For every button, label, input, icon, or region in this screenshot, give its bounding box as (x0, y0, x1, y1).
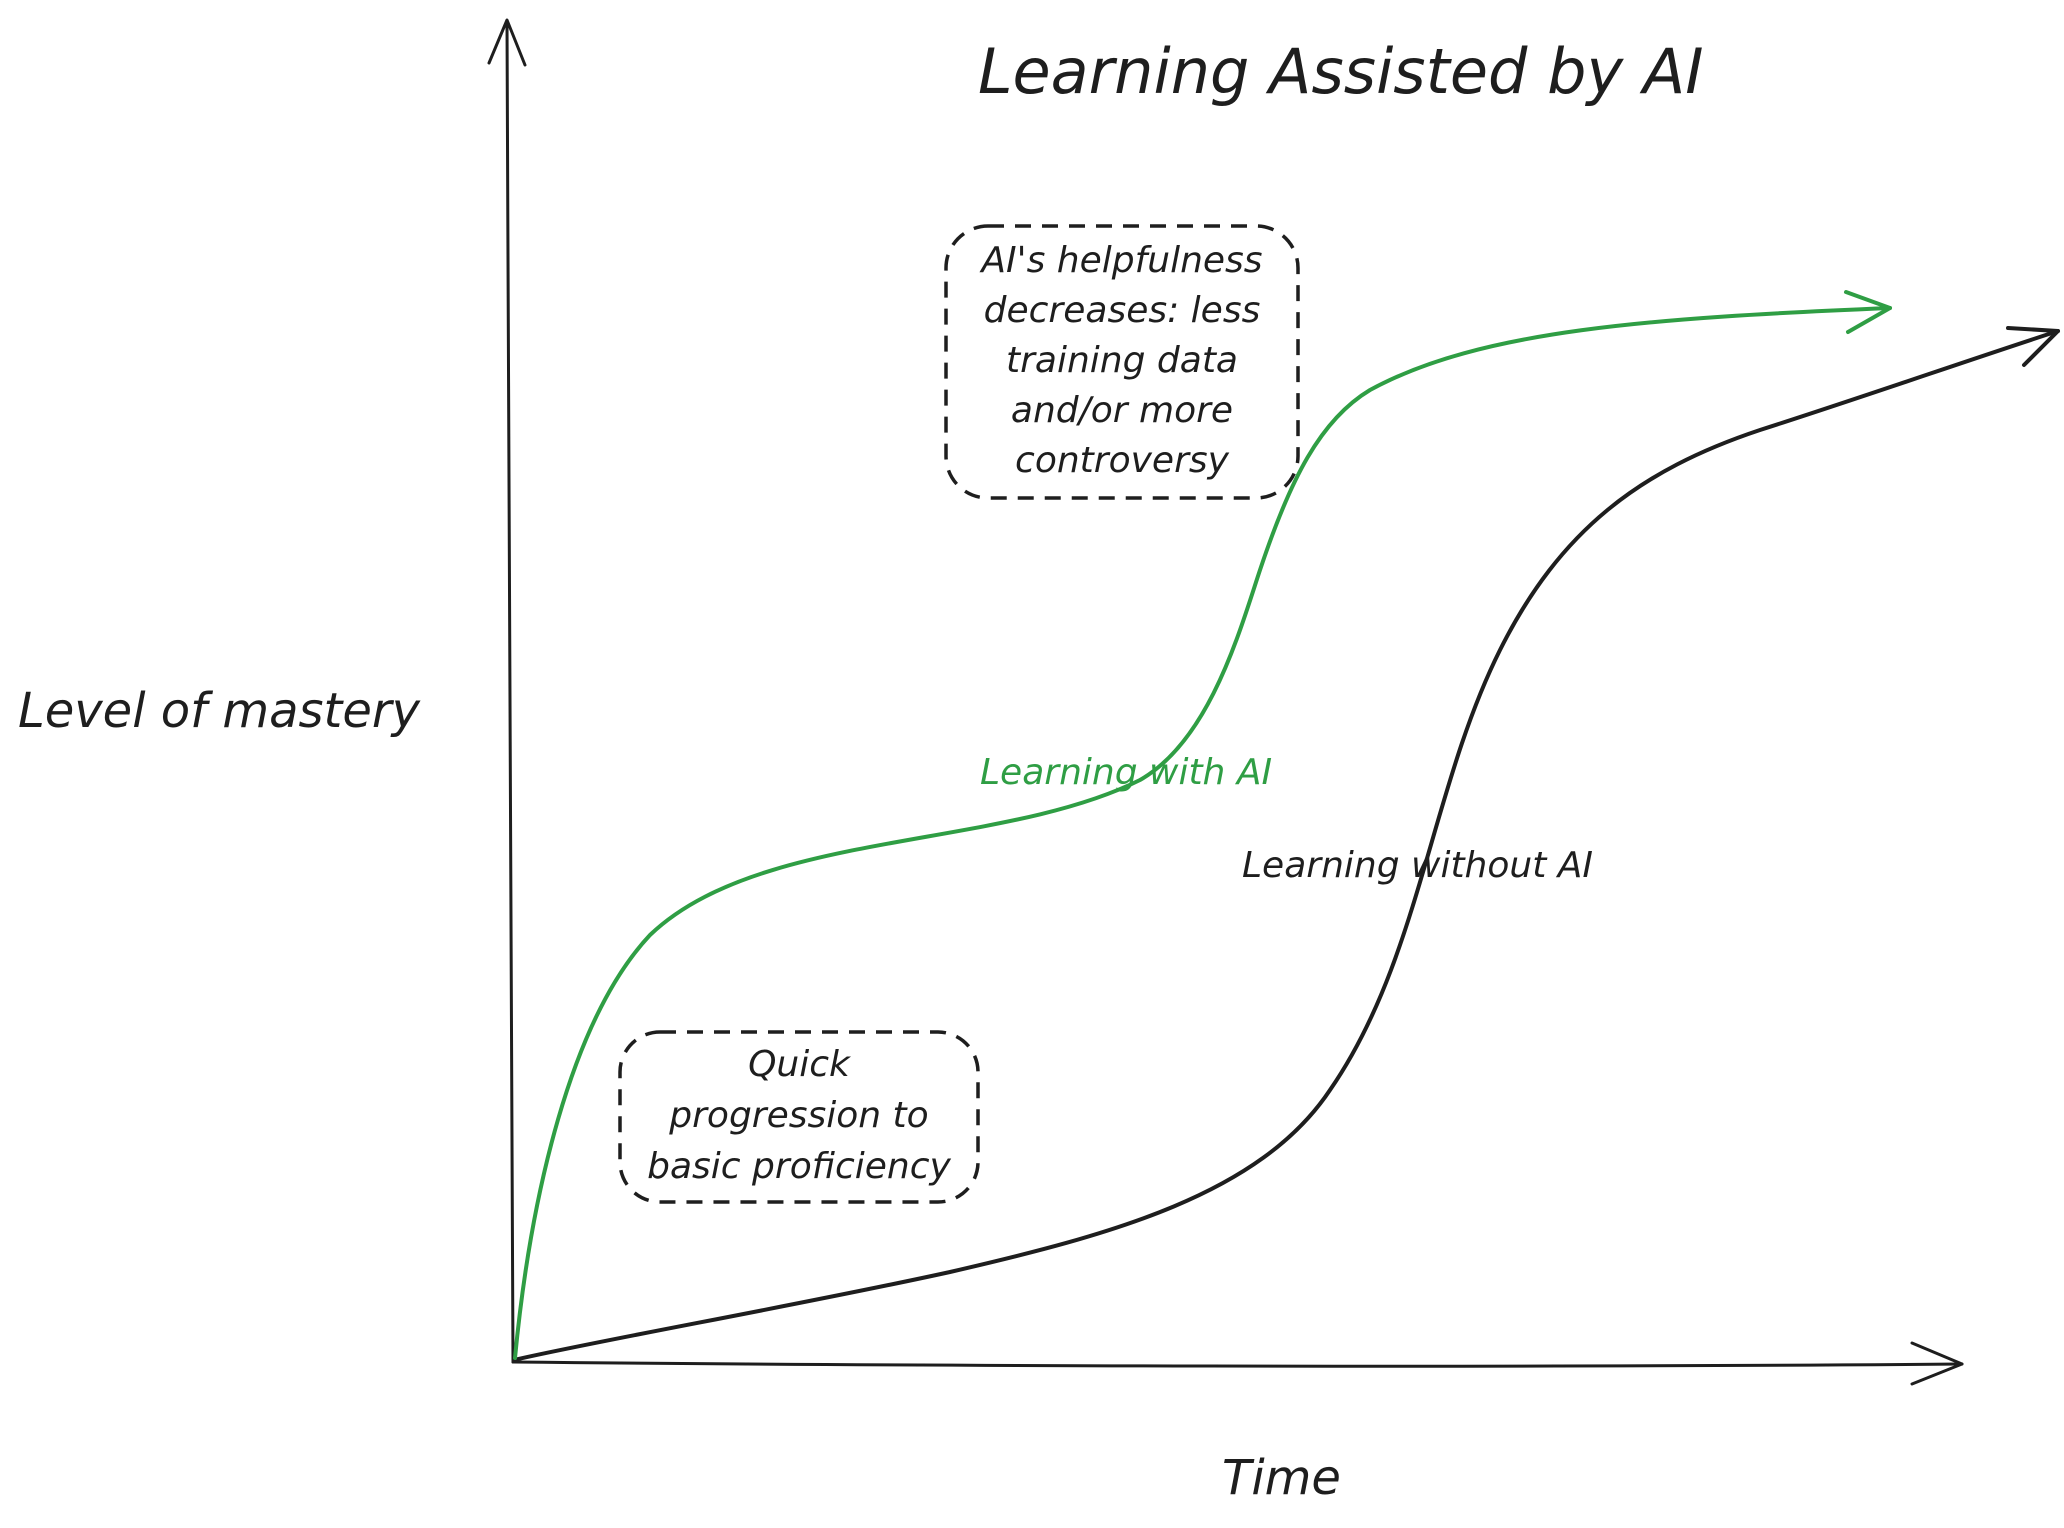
series-without-ai (512, 326, 2060, 1362)
with-ai-label: Learning with AI (980, 752, 1272, 793)
series-with-ai (513, 290, 1892, 1360)
quick-progression-note-box (618, 1030, 980, 1204)
without-ai-arrowhead (2006, 326, 2060, 367)
quick-progression-note-line: basic proficiency (647, 1146, 951, 1187)
helpfulness-note-line: and/or more (1011, 390, 1233, 431)
y-axis-arrowhead (487, 18, 527, 67)
x-axis-arrowhead (1910, 1341, 1964, 1386)
diagram-title: Learning Assisted by AI (978, 35, 1704, 108)
x-axis-label: Time (1222, 1450, 1341, 1506)
helpfulness-note-line: controversy (1015, 440, 1230, 481)
without-ai-label: Learning without AI (1242, 845, 1593, 886)
without-ai-curve (512, 329, 2060, 1362)
quick-progression-note-line: progression to (668, 1095, 928, 1136)
x-axis-line (511, 1360, 1964, 1368)
helpfulness-note-line: decreases: less (984, 290, 1261, 331)
y-axis-line (505, 20, 515, 1364)
helpfulness-note-line: AI's helpfulness (979, 240, 1262, 281)
with-ai-arrowhead (1844, 290, 1892, 334)
quick-progression-note: Quick progression to basic proficiency (618, 1030, 980, 1204)
quick-progression-note-line: Quick (748, 1044, 852, 1085)
y-axis (487, 18, 527, 1364)
helpfulness-note-line: training data (1006, 340, 1238, 381)
helpfulness-note: AI's helpfulness decreases: less trainin… (944, 224, 1300, 500)
y-axis-label: Level of mastery (18, 683, 421, 739)
x-axis (511, 1341, 1964, 1386)
with-ai-curve (513, 306, 1892, 1360)
